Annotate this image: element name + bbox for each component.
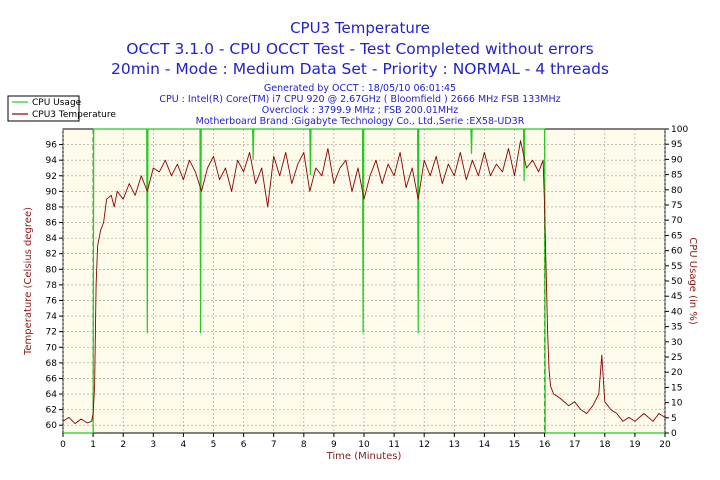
x-tick-label: 3 [150,440,156,450]
y2-tick-label: 55 [671,262,682,272]
y-tick-label: 74 [46,312,58,322]
x-tick-label: 1 [90,440,96,450]
x-tick-label: 17 [569,440,580,450]
y-tick-label: 86 [46,219,58,229]
y-tick-label: 70 [46,343,58,353]
y-tick-label: 62 [46,406,57,416]
y2-tick-label: 20 [671,368,683,378]
y-tick-label: 90 [46,187,58,197]
info-line-1: Generated by OCCT : 18/05/10 06:01:45 [264,83,456,94]
x-tick-label: 13 [449,440,460,450]
y-tick-label: 88 [46,203,58,213]
series-line-cpu3-temperature [62,140,666,425]
x-tick-label: 16 [539,440,551,450]
axes: 6062646668707274767880828486889092949605… [46,125,689,450]
y2-tick-label: 25 [671,353,682,363]
x-tick-label: 14 [479,440,491,450]
y-tick-label: 84 [46,234,58,244]
y-tick-label: 72 [46,328,57,338]
series-line-cpu-usage [63,128,665,434]
y-tick-label: 94 [46,156,58,166]
x-tick-label: 20 [659,440,671,450]
y2-tick-label: 65 [671,231,682,241]
y2-tick-label: 30 [671,338,683,348]
legend-label-cpu3-temperature: CPU3 Temperature [32,110,116,120]
y2-tick-label: 80 [671,186,683,196]
x-tick-label: 11 [388,440,399,450]
x-tick-label: 15 [509,440,520,450]
chart-title: CPU3 Temperature [290,19,430,37]
y-tick-label: 92 [46,172,57,182]
y-tick-label: 76 [46,296,58,306]
y2-tick-label: 100 [671,125,688,135]
y2-tick-label: 15 [671,383,682,393]
chart-subtitle-1: OCCT 3.1.0 - CPU OCCT Test - Test Comple… [126,40,594,58]
y-tick-label: 78 [46,281,58,291]
y2-tick-label: 45 [671,292,682,302]
y2-tick-label: 50 [671,277,683,287]
y2-tick-label: 35 [671,323,682,333]
x-tick-label: 2 [120,440,126,450]
y-tick-label: 96 [46,141,58,151]
x-tick-label: 4 [181,440,187,450]
y-tick-label: 60 [46,421,58,431]
y2-tick-label: 60 [671,247,683,257]
y2-tick-label: 90 [671,155,683,165]
y-axis-label: Temperature (Celsius degree) [23,207,34,356]
y2-axis-label: CPU Usage (in %) [687,237,698,325]
legend-label-cpu-usage: CPU Usage [32,98,82,108]
y-tick-label: 64 [46,390,58,400]
y-tick-label: 80 [46,265,58,275]
x-tick-label: 6 [241,440,247,450]
x-tick-label: 7 [271,440,277,450]
y-tick-label: 82 [46,250,57,260]
y2-tick-label: 85 [671,171,682,181]
x-tick-label: 5 [211,440,217,450]
x-tick-label: 19 [629,440,641,450]
y2-tick-label: 40 [671,307,683,317]
x-tick-label: 8 [301,440,307,450]
x-tick-label: 9 [331,440,337,450]
x-tick-label: 18 [599,440,611,450]
info-line-4: Motherboard Brand :Gigabyte Technology C… [196,116,525,127]
y-tick-label: 66 [46,374,58,384]
y2-tick-label: 0 [671,429,677,439]
y-tick-label: 68 [46,359,58,369]
legend: CPU Usage CPU3 Temperature [7,95,116,122]
y2-tick-label: 5 [671,414,677,424]
legend-box [7,95,80,122]
y2-tick-label: 70 [671,216,683,226]
y2-tick-label: 10 [671,399,683,409]
chart-subtitle-2: 20min - Mode : Medium Data Set - Priorit… [111,60,609,78]
series-group [62,128,666,434]
info-line-3: Overclock : 3799.9 MHz ; FSB 200.01MHz [262,105,459,116]
x-tick-label: 10 [358,440,370,450]
x-tick-label: 0 [60,440,66,450]
x-tick-label: 12 [418,440,429,450]
y2-tick-label: 75 [671,201,682,211]
info-line-2: CPU : Intel(R) Core(TM) i7 CPU 920 @ 2.6… [159,94,560,105]
x-axis-label: Time (Minutes) [326,451,402,462]
y2-tick-label: 95 [671,140,682,150]
